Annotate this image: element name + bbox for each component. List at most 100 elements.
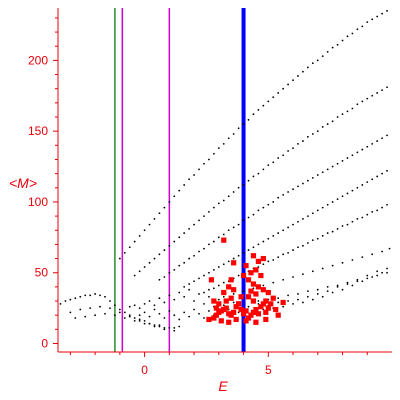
red-point bbox=[263, 316, 269, 323]
red-point bbox=[248, 312, 254, 318]
black-point bbox=[287, 191, 289, 193]
black-point bbox=[183, 285, 186, 288]
black-point bbox=[104, 295, 106, 298]
black-point bbox=[361, 184, 364, 186]
black-point bbox=[133, 317, 136, 319]
black-point bbox=[306, 290, 309, 293]
black-point bbox=[311, 270, 314, 273]
black-point bbox=[272, 161, 275, 164]
black-point bbox=[183, 232, 186, 234]
black-point bbox=[247, 305, 250, 308]
black-point bbox=[331, 120, 334, 123]
black-point bbox=[321, 235, 324, 237]
black-point bbox=[386, 203, 388, 206]
red-point bbox=[265, 305, 271, 311]
red-point bbox=[221, 237, 227, 243]
black-point bbox=[326, 285, 329, 288]
black-point bbox=[361, 148, 364, 151]
black-point bbox=[242, 252, 245, 254]
red-point bbox=[223, 298, 229, 304]
black-point bbox=[208, 158, 210, 161]
black-point bbox=[371, 143, 374, 145]
black-point bbox=[198, 250, 200, 253]
black-point bbox=[287, 226, 289, 229]
black-point bbox=[302, 301, 304, 304]
black-point bbox=[306, 215, 309, 217]
black-point bbox=[326, 168, 329, 171]
black-point bbox=[94, 293, 97, 295]
black-point bbox=[193, 300, 195, 302]
black-point bbox=[316, 288, 319, 291]
black-point bbox=[198, 219, 200, 222]
black-point bbox=[341, 195, 344, 198]
black-point bbox=[178, 325, 181, 328]
black-point bbox=[138, 270, 141, 273]
red-point bbox=[228, 295, 234, 301]
black-point bbox=[346, 110, 349, 113]
black-point bbox=[267, 260, 270, 263]
black-point bbox=[262, 104, 265, 107]
red-point bbox=[250, 309, 257, 315]
black-point bbox=[292, 188, 294, 191]
black-point bbox=[262, 206, 265, 209]
red-point bbox=[240, 311, 247, 317]
black-point bbox=[356, 28, 359, 31]
black-point bbox=[381, 12, 384, 15]
black-point bbox=[316, 209, 319, 212]
black-point bbox=[361, 216, 364, 219]
black-point bbox=[336, 198, 339, 201]
black-point bbox=[381, 206, 384, 209]
black-point bbox=[336, 285, 339, 288]
black-point bbox=[302, 273, 304, 276]
red-point bbox=[223, 305, 229, 311]
black-point bbox=[59, 302, 62, 305]
black-point bbox=[302, 218, 304, 220]
black-point bbox=[282, 193, 285, 196]
black-point bbox=[331, 230, 334, 233]
black-point bbox=[371, 210, 374, 213]
black-point bbox=[351, 259, 354, 261]
red-point bbox=[260, 287, 266, 293]
black-point bbox=[153, 257, 156, 260]
black-point bbox=[331, 264, 334, 267]
black-point bbox=[321, 267, 324, 270]
red-point bbox=[211, 298, 217, 304]
black-point bbox=[242, 219, 245, 222]
black-point bbox=[361, 256, 364, 259]
black-point bbox=[376, 15, 379, 18]
black-point bbox=[331, 46, 334, 49]
black-point bbox=[173, 298, 176, 301]
black-point bbox=[203, 274, 205, 277]
black-point bbox=[178, 318, 181, 321]
red-point bbox=[280, 299, 286, 306]
black-point bbox=[163, 276, 166, 278]
black-point bbox=[198, 277, 200, 280]
red-point bbox=[248, 270, 254, 276]
black-point bbox=[381, 137, 384, 140]
black-point bbox=[252, 175, 255, 178]
red-point bbox=[250, 253, 257, 259]
black-point bbox=[356, 218, 359, 220]
black-point bbox=[148, 315, 151, 318]
black-point bbox=[297, 298, 299, 301]
black-point bbox=[366, 181, 369, 184]
black-point bbox=[356, 186, 359, 189]
black-point bbox=[203, 247, 205, 250]
black-point bbox=[282, 87, 285, 90]
black-point bbox=[321, 55, 324, 58]
black-point bbox=[297, 220, 299, 223]
black-point bbox=[198, 168, 200, 171]
black-point bbox=[366, 277, 369, 280]
red-point bbox=[255, 284, 261, 290]
black-point bbox=[302, 140, 304, 142]
black-point bbox=[386, 9, 388, 12]
black-point bbox=[277, 157, 280, 159]
black-point bbox=[118, 308, 121, 311]
black-point bbox=[138, 318, 141, 321]
black-point bbox=[94, 314, 97, 317]
black-point bbox=[193, 254, 195, 257]
black-point bbox=[217, 284, 220, 287]
red-point bbox=[206, 316, 212, 323]
black-point bbox=[128, 246, 131, 249]
black-point bbox=[173, 314, 176, 317]
